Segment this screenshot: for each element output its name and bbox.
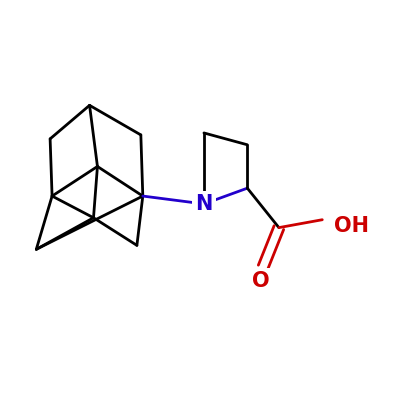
Text: OH: OH	[334, 216, 369, 236]
Text: O: O	[252, 271, 270, 291]
Text: N: N	[195, 194, 213, 214]
